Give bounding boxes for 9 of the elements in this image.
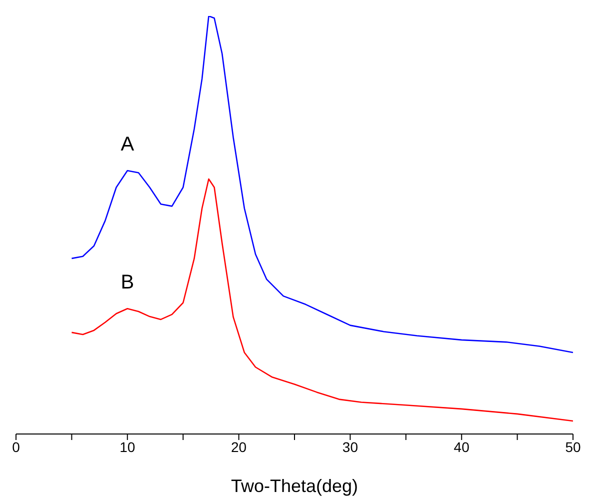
x-tick-label: 0 (12, 438, 20, 455)
series-label: A (120, 134, 135, 156)
x-axis-title: Two-Theta(deg) (230, 476, 358, 496)
x-tick-label: 40 (454, 438, 470, 455)
series-label: B (120, 272, 134, 294)
x-tick-label: 50 (565, 438, 581, 455)
x-tick-label: 20 (231, 438, 247, 455)
x-tick-label: 30 (342, 438, 358, 455)
x-tick-label: 10 (120, 438, 136, 455)
